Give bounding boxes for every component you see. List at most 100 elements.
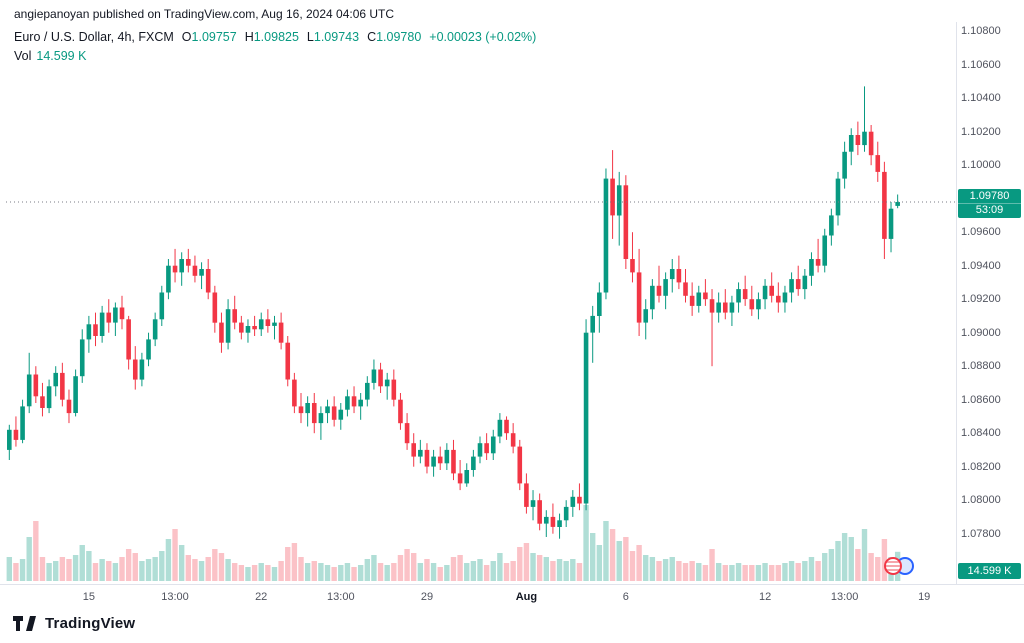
candle[interactable] <box>338 403 344 430</box>
candle[interactable] <box>577 483 582 511</box>
candle[interactable] <box>822 228 828 273</box>
candle[interactable] <box>563 500 569 527</box>
candle[interactable] <box>73 369 78 417</box>
candle[interactable] <box>543 510 549 537</box>
candle[interactable] <box>139 352 145 387</box>
candle[interactable] <box>650 279 655 320</box>
candle[interactable] <box>769 272 774 303</box>
us-event-flag-icon[interactable] <box>884 557 902 575</box>
candle[interactable] <box>245 319 251 343</box>
candle[interactable] <box>186 248 191 273</box>
candle[interactable] <box>20 399 25 444</box>
time-axis[interactable]: 15 13:00 22 13:00 29 Aug 6 12 13:00 19 <box>0 591 1024 606</box>
candle[interactable] <box>424 443 430 474</box>
candle[interactable] <box>570 490 576 517</box>
candle[interactable] <box>696 285 702 313</box>
candle[interactable] <box>305 396 310 427</box>
candle[interactable] <box>802 269 808 300</box>
candle[interactable] <box>756 292 761 320</box>
candle[interactable] <box>848 128 854 166</box>
candle[interactable] <box>272 315 277 340</box>
candle[interactable] <box>345 389 350 417</box>
candle[interactable] <box>517 439 523 491</box>
candle[interactable] <box>418 439 423 464</box>
candle[interactable] <box>86 315 92 353</box>
candle[interactable] <box>669 259 675 293</box>
candle[interactable] <box>471 449 476 477</box>
candle[interactable] <box>205 259 211 300</box>
candle[interactable] <box>318 406 324 440</box>
candle[interactable] <box>683 269 688 303</box>
candle[interactable] <box>749 285 755 316</box>
candle[interactable] <box>616 171 622 246</box>
candle[interactable] <box>232 295 238 330</box>
candle[interactable] <box>46 379 52 414</box>
candle[interactable] <box>663 272 668 310</box>
candle[interactable] <box>742 275 748 306</box>
candle[interactable] <box>172 248 178 283</box>
candle[interactable] <box>106 299 112 333</box>
candle[interactable] <box>510 423 516 454</box>
candle[interactable] <box>842 141 847 189</box>
candle[interactable] <box>795 265 801 296</box>
candle[interactable] <box>855 121 861 156</box>
candle[interactable] <box>557 513 562 539</box>
candle[interactable] <box>484 433 489 460</box>
candle[interactable] <box>13 416 19 447</box>
economic-event-icons[interactable] <box>884 557 914 575</box>
candle[interactable] <box>590 305 595 363</box>
candle[interactable] <box>829 208 834 246</box>
candle[interactable] <box>630 232 635 283</box>
candle[interactable] <box>550 503 556 534</box>
candle[interactable] <box>159 285 165 326</box>
candle[interactable] <box>278 312 284 350</box>
candle[interactable] <box>79 329 85 383</box>
candle[interactable] <box>40 382 45 417</box>
candle[interactable] <box>252 315 257 336</box>
candle[interactable] <box>7 424 12 460</box>
candle[interactable] <box>311 393 317 434</box>
candle[interactable] <box>384 372 390 400</box>
candle[interactable] <box>490 429 496 460</box>
candle[interactable] <box>709 289 715 367</box>
candle[interactable] <box>258 312 264 336</box>
price-axis[interactable]: 1.108001.106001.104001.102001.100001.098… <box>956 0 1024 643</box>
candle[interactable] <box>331 396 337 427</box>
candle[interactable] <box>351 386 357 414</box>
candle[interactable] <box>60 362 65 407</box>
candle[interactable] <box>888 202 894 253</box>
symbol-title[interactable]: Euro / U.S. Dollar, 4h, FXCM <box>14 30 174 44</box>
candle[interactable] <box>504 416 509 440</box>
candle[interactable] <box>722 289 728 320</box>
candle[interactable] <box>53 366 59 397</box>
candle[interactable] <box>298 393 304 424</box>
candle[interactable] <box>583 319 589 511</box>
candle[interactable] <box>365 376 370 407</box>
candle[interactable] <box>689 282 695 316</box>
candle[interactable] <box>225 299 231 350</box>
candle[interactable] <box>875 141 881 182</box>
candle[interactable] <box>113 302 118 337</box>
candle[interactable] <box>477 436 483 464</box>
candle[interactable] <box>371 359 377 390</box>
candle[interactable] <box>457 460 463 491</box>
candle[interactable] <box>66 389 72 424</box>
candle[interactable] <box>656 265 662 303</box>
candle[interactable] <box>99 305 105 343</box>
candle[interactable] <box>378 362 383 393</box>
candle[interactable] <box>192 255 198 283</box>
candle[interactable] <box>358 393 363 420</box>
candle[interactable] <box>411 433 417 467</box>
candle[interactable] <box>119 295 125 330</box>
candle[interactable] <box>882 161 887 259</box>
candle[interactable] <box>895 194 900 209</box>
candle[interactable] <box>497 413 503 444</box>
candle[interactable] <box>166 259 171 300</box>
candle[interactable] <box>530 490 536 521</box>
candle[interactable] <box>636 248 642 336</box>
candle[interactable] <box>868 125 874 166</box>
candle[interactable] <box>524 473 529 514</box>
candle[interactable] <box>676 255 682 290</box>
candle[interactable] <box>126 315 131 370</box>
